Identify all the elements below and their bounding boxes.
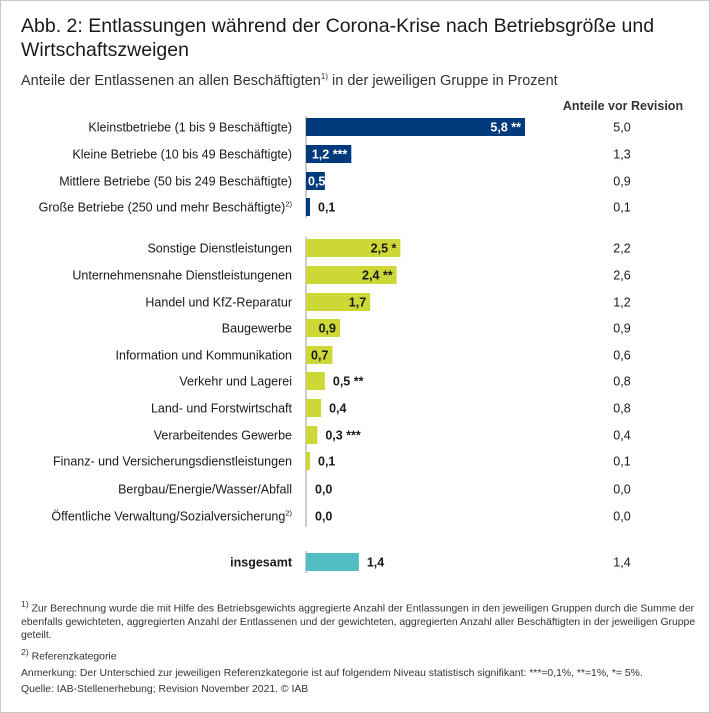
value-label: 0,1 bbox=[318, 455, 335, 469]
revision-value: 5,0 bbox=[613, 121, 630, 135]
value-label: 0,1 bbox=[318, 201, 335, 215]
source-note: Quelle: IAB-Stellenerhebung; Revision No… bbox=[21, 684, 309, 696]
value-label: 0,4 bbox=[329, 402, 346, 416]
value-label: 0,3 *** bbox=[325, 429, 361, 443]
chart-footer: 1) Zur Berechnung wurde die mit Hilfe de… bbox=[21, 598, 697, 700]
category-label: Finanz- und Versicherungsdienstleistunge… bbox=[53, 455, 292, 469]
category-label-footnote-ref: 2) bbox=[285, 200, 292, 209]
category-label: insgesamt bbox=[230, 556, 293, 570]
value-label: 5,8 ** bbox=[490, 121, 521, 135]
category-label: Sonstige Dienstleistungen bbox=[147, 242, 292, 256]
bar bbox=[306, 553, 359, 571]
bar bbox=[306, 293, 371, 311]
category-label: Kleinstbetriebe (1 bis 9 Beschäftigte) bbox=[88, 121, 292, 135]
category-label: Bergbau/Energie/Wasser/Abfall bbox=[118, 483, 292, 497]
footnote-2-text: Referenzkategorie bbox=[28, 651, 117, 663]
value-label: 0,0 bbox=[315, 483, 332, 497]
revision-value: 2,6 bbox=[613, 269, 630, 283]
value-label: 0,5 ** bbox=[333, 375, 364, 389]
value-label: 0,5 bbox=[308, 175, 325, 189]
revision-value: 0,9 bbox=[613, 322, 630, 336]
revision-value: 0,1 bbox=[613, 455, 630, 469]
category-label: Große Betriebe (250 und mehr Beschäftigt… bbox=[39, 200, 293, 215]
category-label: Öffentliche Verwaltung/Sozialversicherun… bbox=[51, 509, 292, 524]
category-label: Verkehr und Lagerei bbox=[179, 375, 292, 389]
category-label: Land- und Forstwirtschaft bbox=[151, 402, 293, 416]
revision-value: 1,3 bbox=[613, 148, 630, 162]
revision-value: 0,0 bbox=[613, 510, 630, 524]
bar bbox=[306, 399, 322, 417]
revision-value: 0,9 bbox=[613, 175, 630, 189]
revision-value: 0,8 bbox=[613, 402, 630, 416]
category-label-footnote-ref: 2) bbox=[285, 509, 292, 518]
value-label: 0,7 bbox=[311, 349, 328, 363]
revision-value: 0,1 bbox=[613, 201, 630, 215]
footnote-1: 1) Zur Berechnung wurde die mit Hilfe de… bbox=[21, 598, 697, 643]
subtitle-footnote-ref: 1) bbox=[320, 72, 328, 81]
footnote-2-marker: 2) bbox=[21, 646, 29, 657]
revision-value: 1,4 bbox=[613, 556, 630, 570]
revision-value: 0,6 bbox=[613, 349, 630, 363]
bar bbox=[306, 198, 310, 216]
revision-value: 2,2 bbox=[613, 242, 630, 256]
category-label: Verarbeitendes Gewerbe bbox=[154, 429, 292, 443]
bar bbox=[306, 266, 397, 284]
subtitle-text-end: in der jeweiligen Gruppe in Prozent bbox=[328, 72, 558, 89]
subtitle-text: Anteile der Entlassenen an allen Beschäf… bbox=[21, 72, 321, 89]
significance-note: Anmerkung: Der Unterschied zur jeweilige… bbox=[21, 667, 643, 679]
bar bbox=[306, 426, 318, 444]
bar bbox=[306, 452, 310, 470]
footnote-1-marker: 1) bbox=[21, 599, 29, 609]
revision-value: 0,8 bbox=[613, 375, 630, 389]
value-label: 1,4 bbox=[367, 556, 384, 570]
footnote-2: 2) Referenzkategorie bbox=[21, 646, 697, 664]
value-label: 1,7 bbox=[349, 296, 366, 310]
revision-column-header: Anteile vor Revision bbox=[562, 99, 684, 113]
category-label: Baugewerbe bbox=[222, 322, 292, 336]
value-label: 2,5 * bbox=[371, 242, 397, 256]
category-label: Information und Kommunikation bbox=[116, 349, 293, 363]
category-label: Handel und KfZ-Reparatur bbox=[145, 296, 292, 310]
category-label: Unternehmensnahe Dienstleistungenen bbox=[72, 269, 292, 283]
category-label: Mittlere Betriebe (50 bis 249 Beschäftig… bbox=[59, 175, 292, 189]
chart-title: Abb. 2: Entlassungen während der Corona-… bbox=[21, 15, 655, 61]
category-label: Kleine Betriebe (10 bis 49 Beschäftigte) bbox=[72, 148, 292, 162]
bar bbox=[306, 372, 325, 390]
bar bbox=[306, 145, 352, 163]
footnote-1-text: Zur Berechnung wurde die mit Hilfe des B… bbox=[21, 603, 696, 642]
bar bbox=[306, 239, 401, 257]
chart-subtitle: Anteile der Entlassenen an allen Beschäf… bbox=[21, 72, 558, 89]
bar bbox=[306, 172, 325, 190]
revision-value: 0,4 bbox=[613, 429, 630, 443]
value-label: 0,0 bbox=[315, 510, 332, 524]
bar bbox=[306, 319, 340, 337]
revision-value: 1,2 bbox=[613, 296, 630, 310]
revision-value: 0,0 bbox=[613, 483, 630, 497]
value-label: 0,9 bbox=[319, 322, 336, 336]
bar bbox=[306, 118, 525, 136]
value-label: 2,4 ** bbox=[362, 269, 393, 283]
value-label: 1,2 *** bbox=[312, 148, 348, 162]
bar bbox=[306, 346, 333, 364]
